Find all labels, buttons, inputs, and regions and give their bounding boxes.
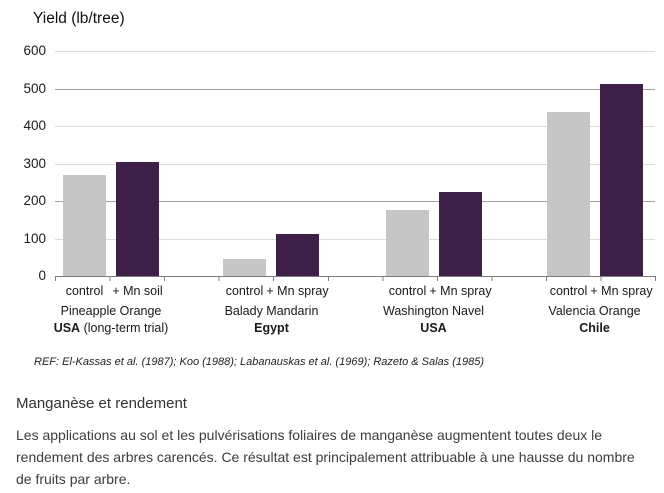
bar-control-balady-mandarin: [223, 259, 266, 276]
bar-label: + Mn soil: [112, 284, 163, 298]
bar-label: control: [549, 284, 588, 298]
bar-label: control: [388, 284, 427, 298]
bar-mn-spray-balady-mandarin: [276, 233, 319, 276]
caption-heading: Manganèse et rendement: [16, 395, 187, 412]
x-axis-line: [55, 276, 656, 277]
category-label: Washington Navel: [383, 304, 484, 318]
bar-label: + Mn spray: [429, 284, 492, 298]
category-note: (long-term trial): [80, 321, 169, 335]
y-tick-label: 500: [23, 80, 46, 96]
bar-label: control: [225, 284, 264, 298]
gridline-300: [55, 163, 655, 165]
bar-control-washington-navel: [386, 210, 429, 276]
gridline-100: [55, 238, 655, 240]
bar-label: + Mn spray: [266, 284, 329, 298]
chart-reference: REF: El-Kassas et al. (1987); Koo (1988)…: [34, 356, 485, 368]
gridline-600: [55, 51, 655, 52]
country-label: Egypt: [254, 321, 289, 335]
bar-control-pineapple-orange: [63, 174, 106, 276]
category-label: Pineapple Orange: [60, 304, 162, 318]
y-tick-label: 0: [38, 268, 46, 283]
x-axis-ticks: [55, 277, 656, 281]
category-label: Balady Mandarin: [224, 304, 319, 318]
bar-mn-spray-washington-navel: [439, 191, 482, 276]
category-sublabel: USA (long-term trial): [54, 321, 169, 335]
plot-area: 600 500 400 300 200 100 0 control + Mn s…: [23, 43, 656, 335]
y-tick-label: 300: [23, 155, 46, 171]
category-sublabel: Egypt: [254, 321, 289, 335]
gridline-200: [55, 201, 655, 202]
y-tick-label: 600: [23, 43, 46, 58]
bar-mn-spray-valencia-orange: [600, 84, 643, 276]
y-tick-label: 400: [23, 118, 46, 133]
bar-mn-soil-pineapple-orange: [116, 161, 159, 276]
bar-label: control: [65, 284, 104, 298]
y-tick-label: 200: [23, 193, 46, 208]
caption-block: Manganèse et rendement Les applications …: [16, 394, 648, 490]
country-label: Chile: [579, 321, 610, 335]
category-label: Valencia Orange: [548, 304, 641, 318]
gridline-400: [55, 126, 655, 127]
country-label: USA: [420, 321, 447, 335]
country-label: USA: [53, 321, 81, 335]
caption-paragraph: Les applications au sol et les pulvérisa…: [16, 427, 635, 487]
gridline-500: [55, 88, 655, 90]
yield-bar-chart: Yield (lb/tree) 600 500 400 300 200 100 …: [23, 10, 656, 368]
category-sublabel: USA: [420, 321, 446, 335]
chart-title: Yield (lb/tree): [33, 10, 125, 27]
y-tick-label: 100: [23, 230, 46, 246]
category-sublabel: Chile: [579, 321, 610, 335]
bar-control-valencia-orange: [547, 112, 590, 276]
bar-label: + Mn spray: [590, 284, 653, 298]
